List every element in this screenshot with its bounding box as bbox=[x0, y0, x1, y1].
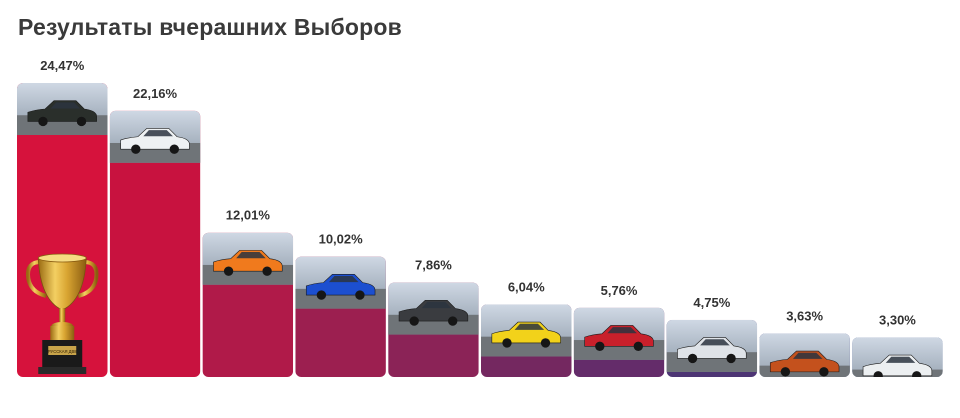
data-label-9: 3,63% bbox=[786, 308, 823, 323]
trophy-icon: РУССКАЯ ДВ8 bbox=[26, 253, 99, 374]
data-label-2: 22,16% bbox=[133, 86, 178, 101]
car-photo-icon bbox=[202, 232, 294, 285]
car-photo-icon bbox=[759, 333, 850, 377]
car-photo-icon bbox=[295, 256, 386, 309]
car-photo-icon bbox=[666, 319, 758, 372]
bar-group-3: 12,01% bbox=[202, 208, 294, 377]
bar-group-7: 5,76% bbox=[573, 283, 665, 377]
data-label-8: 4,75% bbox=[693, 295, 730, 310]
car-photo-icon bbox=[481, 304, 572, 357]
car-photo-icon bbox=[388, 282, 479, 335]
car-photo-icon bbox=[852, 337, 943, 377]
bar-group-5: 7,86% bbox=[388, 258, 479, 377]
data-label-5: 7,86% bbox=[415, 258, 452, 273]
chart-title: Результаты вчерашних Выборов bbox=[18, 14, 402, 40]
bar-group-1: 24,47% bbox=[17, 58, 108, 377]
bar-group-8: 4,75% bbox=[666, 295, 758, 377]
bar-group-4: 10,02% bbox=[295, 232, 386, 377]
car-photo-icon bbox=[109, 110, 201, 163]
car-photo-icon bbox=[573, 307, 665, 360]
data-label-3: 12,01% bbox=[226, 208, 271, 223]
data-label-7: 5,76% bbox=[601, 283, 638, 298]
bar-group-2: 22,16% bbox=[109, 86, 201, 377]
bar-group-10: 3,30% bbox=[852, 312, 943, 377]
data-label-10: 3,30% bbox=[879, 312, 916, 327]
data-label-4: 10,02% bbox=[319, 232, 364, 247]
bar-group-9: 3,63% bbox=[759, 308, 850, 377]
data-label-6: 6,04% bbox=[508, 279, 545, 294]
bar-group-6: 6,04% bbox=[481, 279, 572, 377]
car-photo-icon bbox=[17, 83, 108, 135]
trophy-plate-text: РУССКАЯ ДВ8 bbox=[48, 349, 77, 354]
data-label-1: 24,47% bbox=[40, 58, 85, 73]
